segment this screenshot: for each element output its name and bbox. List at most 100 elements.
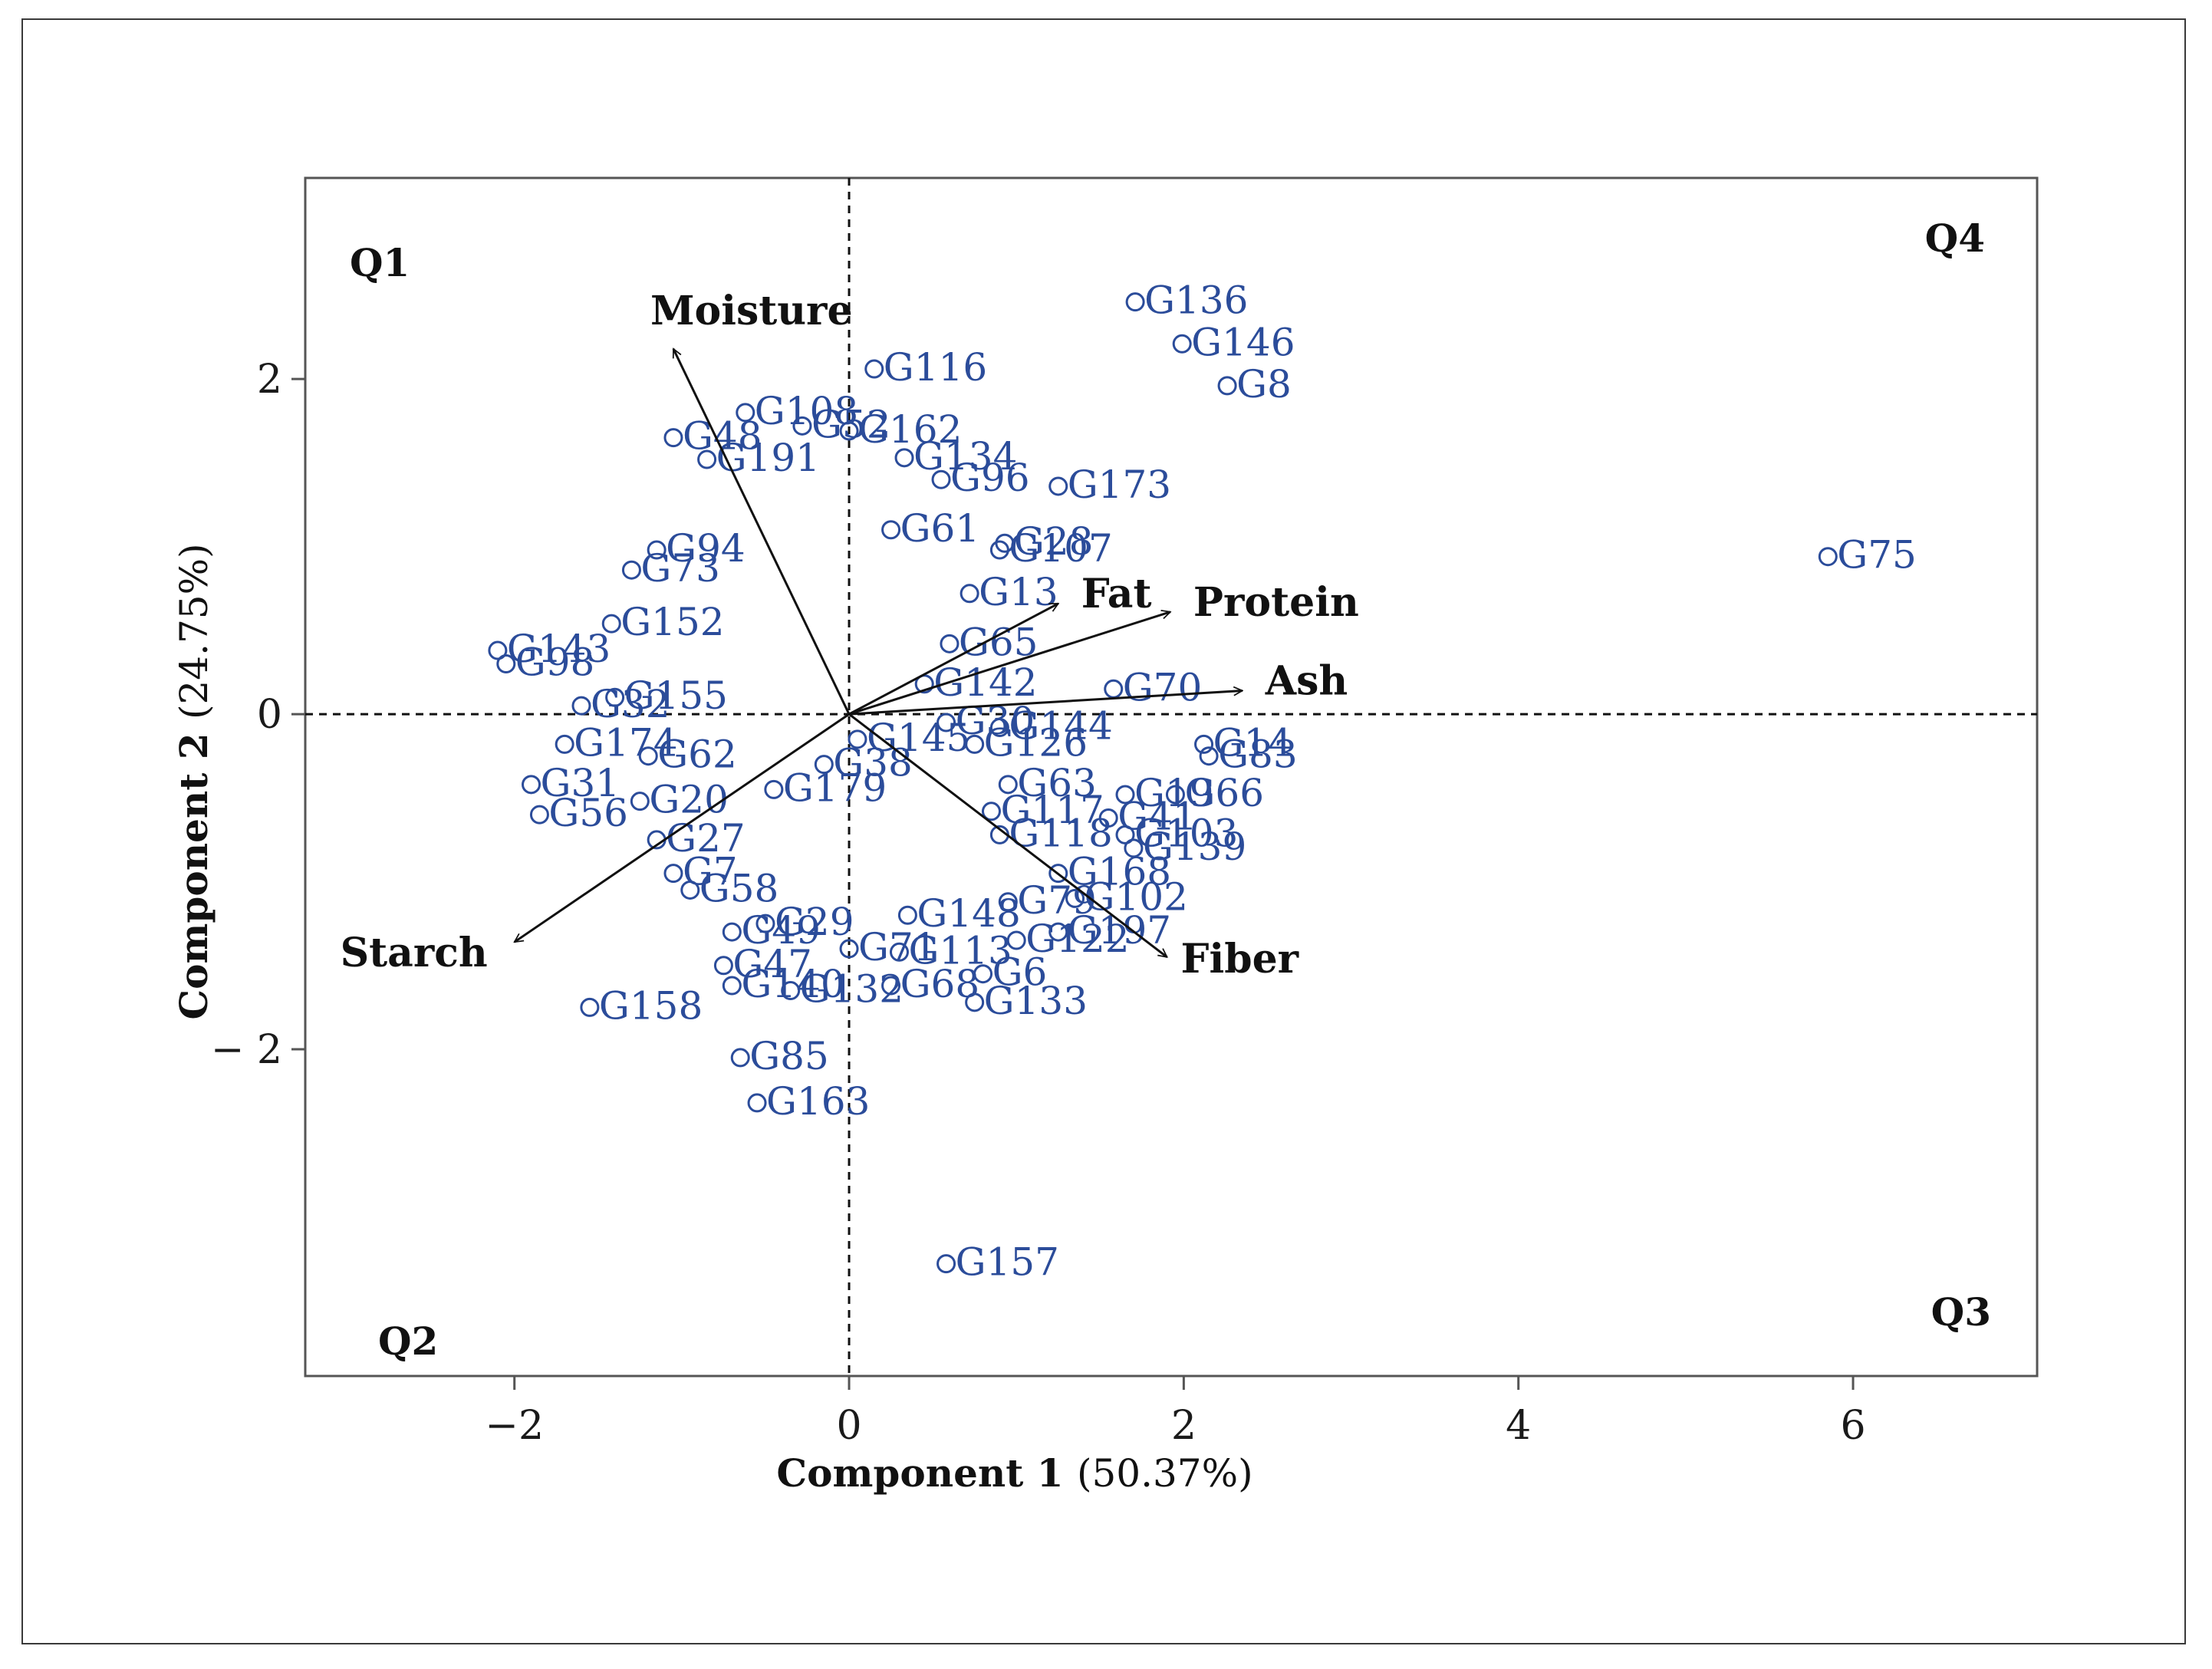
data-point (931, 469, 951, 489)
data-point (1115, 785, 1135, 805)
point-label: G61 (900, 506, 980, 551)
quadrant-labels: Q1 Q4 Q2 Q3 (350, 216, 1991, 1364)
y-tick-label: 2 (257, 357, 282, 403)
x-tick-label: 4 (1506, 1403, 1531, 1449)
point-label: G63 (1017, 761, 1097, 805)
y-tick-label: 0 (257, 692, 282, 738)
quadrant-label: Q1 (350, 240, 410, 285)
data-point (1048, 476, 1068, 496)
data-point (621, 560, 641, 580)
loading-arrow (848, 612, 1170, 716)
data-point (881, 520, 901, 540)
point-label: G133 (984, 979, 1088, 1023)
point-label: G162 (858, 407, 962, 452)
point-label: G126 (984, 720, 1088, 765)
data-point (897, 905, 917, 925)
data-point (736, 403, 755, 423)
point-label: G174 (574, 720, 677, 765)
point-label: G96 (950, 456, 1030, 500)
quadrant-label: Q4 (1925, 216, 1985, 261)
point-label: G143 (507, 627, 611, 671)
loading-arrow (672, 349, 851, 715)
point-label: G8 (1236, 362, 1292, 407)
point-label: G94 (666, 526, 746, 571)
data-point (680, 880, 700, 900)
data-point (965, 734, 985, 754)
point-label: G136 (1144, 278, 1248, 323)
point-label: G83 (1218, 732, 1298, 777)
point-label: G158 (599, 983, 703, 1028)
data-point (1124, 838, 1144, 858)
data-point (730, 1048, 750, 1068)
data-point (1115, 825, 1135, 844)
point-label: G62 (657, 732, 737, 777)
point-label: G98 (515, 640, 595, 685)
data-point (1048, 864, 1068, 884)
point-label: G58 (699, 866, 779, 910)
data-point (571, 696, 591, 716)
data-point (488, 640, 508, 660)
data-point (940, 634, 960, 653)
data-point (889, 942, 909, 962)
point-label: G155 (624, 673, 728, 718)
data-point (864, 359, 884, 379)
point-label: G28 (1014, 519, 1094, 564)
point-label: G73 (640, 546, 720, 591)
data-point (601, 614, 621, 634)
point-label: G85 (749, 1034, 829, 1078)
data-point (1098, 808, 1118, 828)
data-point (722, 976, 742, 996)
point-label: G179 (783, 765, 887, 810)
data-point (814, 755, 834, 775)
point-label: G117 (1000, 788, 1104, 832)
point-label: G102 (1085, 874, 1188, 919)
point-label: G145 (867, 716, 970, 760)
data-point (722, 922, 742, 942)
point-label: G27 (666, 816, 746, 861)
point-label: G134 (913, 434, 1017, 479)
data-point (755, 914, 775, 933)
point-label: G70 (1123, 665, 1203, 709)
data-point (848, 729, 867, 749)
point-label: G148 (917, 891, 1020, 936)
loading-label: Fiber (1181, 936, 1299, 983)
data-point (965, 993, 985, 1012)
data-point (713, 956, 733, 976)
data-point (1165, 785, 1185, 805)
data-point (1199, 746, 1219, 766)
point-label: G19 (1134, 771, 1214, 815)
x-tick-label: −2 (485, 1403, 544, 1449)
point-label: G14 (1213, 720, 1293, 765)
data-point (1104, 679, 1124, 699)
point-label: G139 (1143, 825, 1246, 869)
data-point (781, 981, 801, 1001)
x-tick-label: 6 (1840, 1403, 1865, 1449)
point-label: G6 (992, 950, 1048, 995)
data-point (529, 805, 549, 825)
data-point (960, 584, 979, 604)
data-point (522, 775, 541, 795)
loading-label: Ash (1265, 657, 1348, 704)
data-point (998, 892, 1018, 912)
point-label: G146 (1191, 320, 1295, 364)
point-label: G191 (716, 436, 820, 480)
point-label: G108 (755, 389, 858, 433)
y-axis-title: Component 2 (24.75%) (171, 543, 216, 1019)
point-label: G7 (683, 850, 738, 894)
point-label: G152 (620, 600, 724, 644)
data-point (1006, 930, 1026, 950)
data-point (881, 976, 901, 996)
point-label: G32 (591, 682, 670, 726)
point-label: G71 (858, 925, 938, 969)
loading-label: Protein (1193, 579, 1359, 626)
quadrant-label: Q3 (1931, 1289, 1991, 1335)
point-label: G29 (775, 900, 854, 944)
point-label: G197 (1068, 908, 1171, 953)
point-label: G163 (766, 1079, 870, 1124)
data-point (936, 1254, 956, 1274)
data-point (663, 864, 683, 884)
point-label: G13 (979, 570, 1058, 614)
data-point (1172, 334, 1192, 354)
plot-area (304, 176, 2039, 1378)
